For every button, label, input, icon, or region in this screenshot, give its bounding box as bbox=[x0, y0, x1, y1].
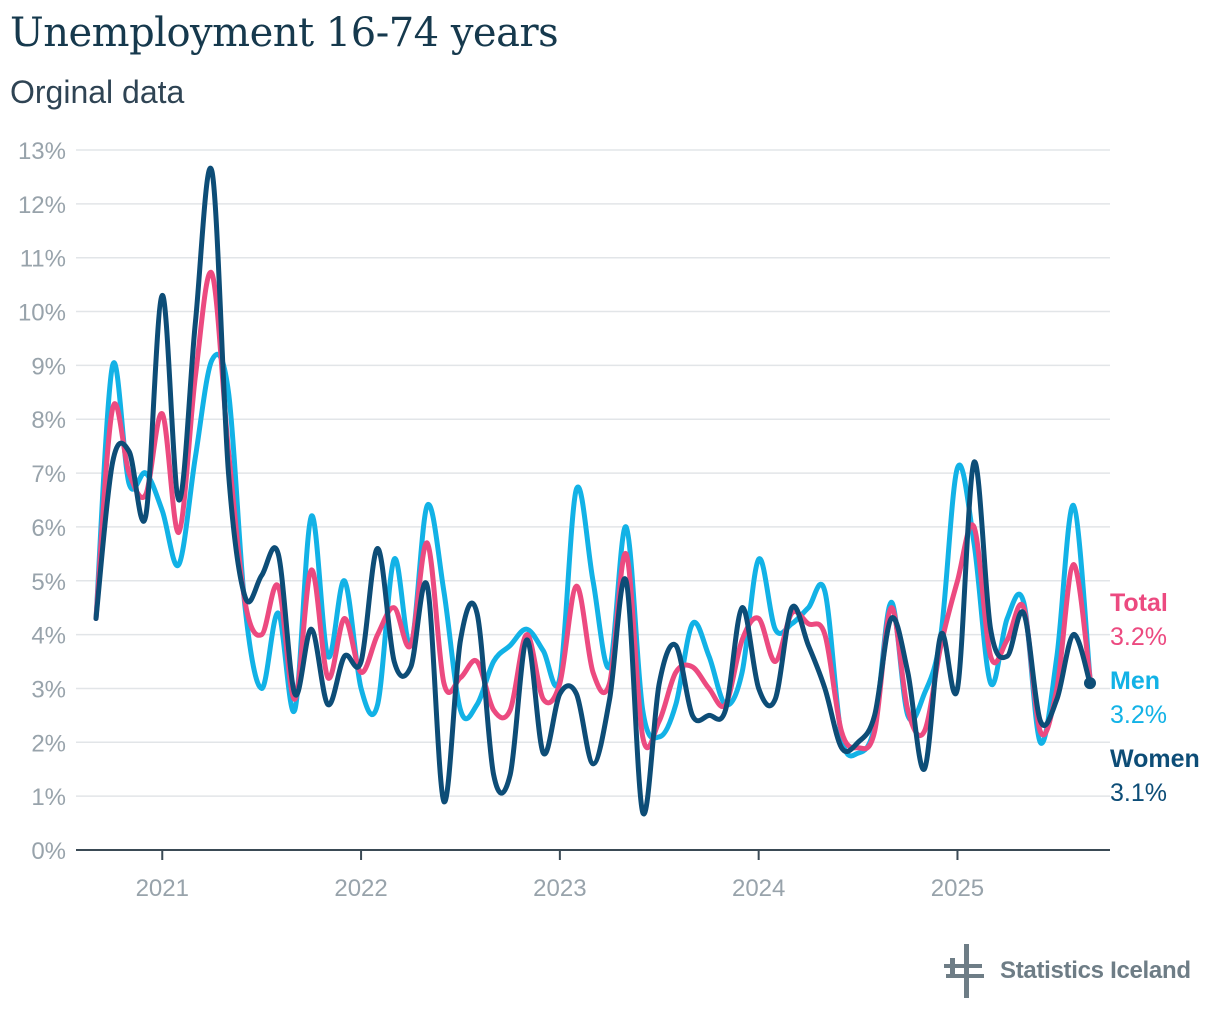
x-tick-label: 2022 bbox=[334, 875, 387, 902]
x-tick-label: 2025 bbox=[931, 875, 984, 902]
x-axis: 2021 2022 2023 2024 2025 bbox=[76, 849, 1110, 902]
y-tick-label: 13% bbox=[18, 138, 66, 165]
x-tick-label: 2024 bbox=[732, 875, 785, 902]
y-tick-label: 8% bbox=[31, 407, 66, 434]
series-lines bbox=[93, 165, 1096, 817]
x-tick-label: 2021 bbox=[136, 875, 189, 902]
y-tick-label: 11% bbox=[20, 246, 66, 273]
y-tick-label: 10% bbox=[18, 300, 66, 327]
y-tick-label: 0% bbox=[31, 838, 66, 865]
end-label-women: Women bbox=[1110, 745, 1200, 773]
end-value-total: 3.2% bbox=[1110, 623, 1167, 651]
series-line-men bbox=[93, 352, 1093, 759]
y-tick-label: 9% bbox=[31, 353, 66, 380]
y-tick-label: 6% bbox=[31, 515, 66, 542]
y-tick-label: 3% bbox=[31, 676, 66, 703]
y-tick-label: 7% bbox=[31, 461, 66, 488]
y-tick-label: 4% bbox=[31, 623, 66, 650]
brand-name: Statistics Iceland bbox=[1000, 957, 1191, 984]
statistics-iceland-logo-icon bbox=[944, 944, 984, 998]
end-labels: Men 3.2% Total 3.2% Women 3.1% bbox=[1110, 589, 1200, 807]
y-tick-label: 12% bbox=[18, 192, 66, 219]
series-line-women bbox=[93, 165, 1093, 817]
end-value-men: 3.2% bbox=[1110, 701, 1167, 729]
chart-subtitle: Orginal data bbox=[10, 74, 185, 110]
chart-title: Unemployment 16-74 years bbox=[10, 10, 559, 56]
series-line-total bbox=[93, 269, 1093, 752]
y-axis-ticks: 0% 1% 2% 3% 4% 5% 6% 7% 8% 9% 10% 11% 12% 13% bbox=[18, 138, 66, 865]
y-tick-label: 5% bbox=[31, 569, 66, 596]
end-label-total: Total bbox=[1110, 589, 1168, 617]
y-tick-label: 1% bbox=[31, 784, 66, 811]
gridlines bbox=[76, 149, 1110, 797]
end-label-men: Men bbox=[1110, 667, 1160, 695]
x-tick-label: 2023 bbox=[533, 875, 586, 902]
end-value-women: 3.1% bbox=[1110, 779, 1167, 807]
end-point-women bbox=[1084, 677, 1096, 690]
y-tick-label: 2% bbox=[31, 730, 66, 757]
brand-logo[interactable]: Statistics Iceland bbox=[944, 944, 1191, 998]
